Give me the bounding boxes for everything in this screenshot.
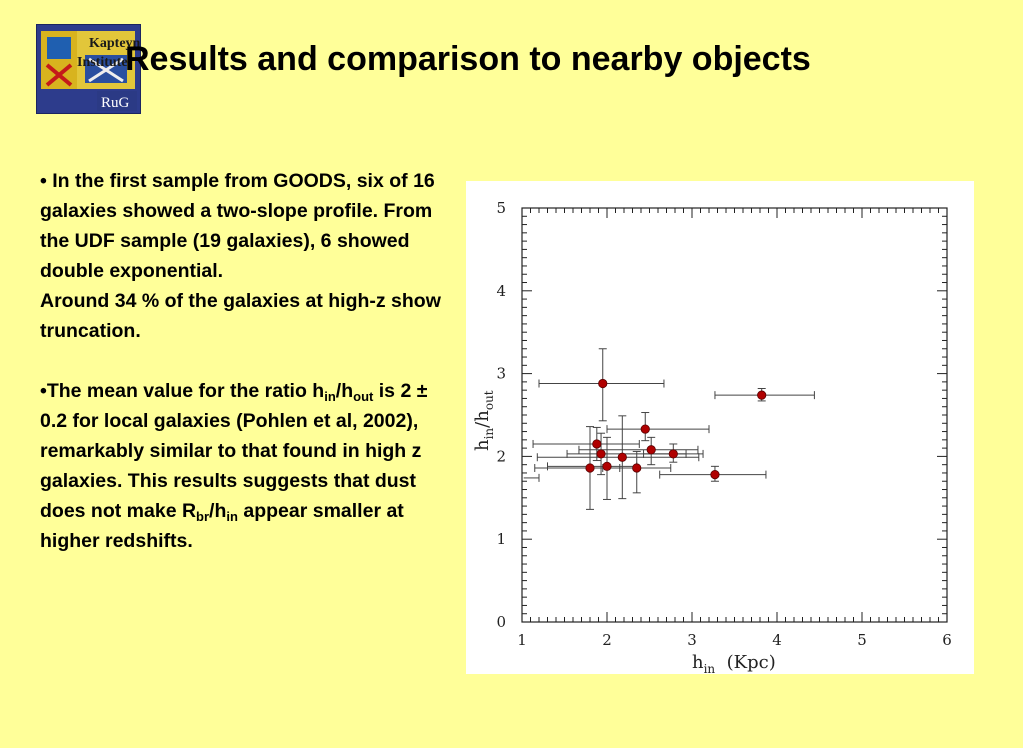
y-tick-label: 2: [496, 447, 506, 465]
svg-text:Institute: Institute: [77, 55, 128, 70]
y-tick-label: 5: [496, 199, 506, 217]
x-tick-label: 4: [772, 631, 782, 649]
page-title: Results and comparison to nearby objects: [125, 40, 811, 78]
data-point: [668, 449, 678, 459]
plot-frame: [521, 207, 948, 623]
svg-text:Kapteyn: Kapteyn: [89, 36, 140, 51]
svg-text:RuG: RuG: [101, 95, 130, 111]
data-point: [757, 390, 767, 400]
bullet-paragraph-2: •The mean value for the ratio hin/hout i…: [40, 380, 428, 552]
data-point: [585, 463, 595, 473]
data-point: [602, 461, 612, 471]
bullet-paragraph-1: • In the first sample from GOODS, six of…: [40, 170, 435, 282]
x-tick-label: 1: [517, 631, 527, 649]
y-tick-label: 1: [496, 530, 506, 548]
data-point: [596, 449, 606, 459]
kapteyn-institute-logo: Kapteyn Institute RuG: [36, 24, 141, 114]
data-point: [598, 378, 608, 389]
bullet-marker: •: [40, 170, 47, 192]
x-tick-label: 3: [687, 631, 697, 649]
error-bar: [578, 436, 699, 466]
y-tick-label: 0: [496, 613, 506, 631]
truncation-paragraph: Around 34 % of the galaxies at high-z sh…: [40, 290, 441, 342]
body-text: • In the first sample from GOODS, six of…: [40, 166, 450, 556]
data-point: [632, 463, 642, 473]
data-point: [617, 452, 627, 462]
data-point: [592, 439, 602, 449]
bullet-marker: •: [40, 380, 47, 402]
x-tick-label: 5: [857, 631, 867, 649]
x-axis-label: hin (Kpc): [692, 652, 776, 674]
data-point: [710, 470, 720, 480]
y-tick-label: 4: [496, 282, 506, 300]
data-point: [640, 424, 650, 434]
x-tick-label: 2: [602, 631, 612, 649]
y-axis-label: hin/hout: [472, 390, 496, 451]
x-tick-label: 6: [942, 631, 952, 649]
error-bar-fragment: [523, 473, 540, 482]
y-tick-label: 3: [496, 365, 506, 383]
data-point: [646, 445, 656, 455]
